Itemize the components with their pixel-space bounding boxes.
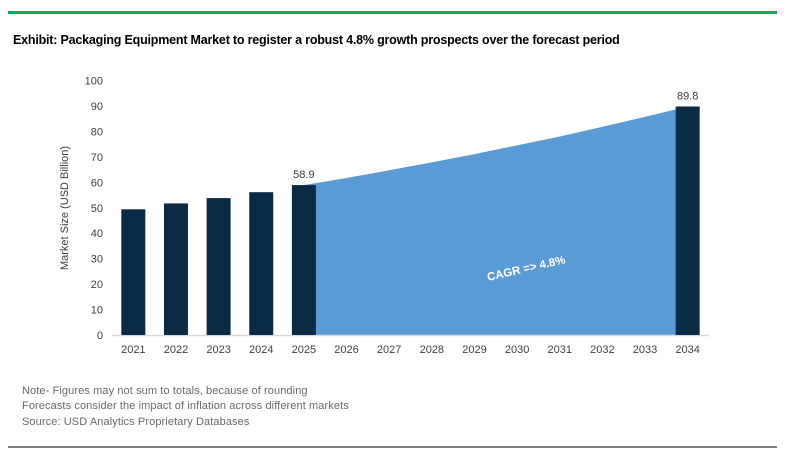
- y-tick-label-40: 40: [91, 228, 103, 240]
- figure-title: Exhibit: Packaging Equipment Market to r…: [13, 33, 620, 47]
- y-tick-label-90: 90: [91, 101, 103, 113]
- x-tick-label-2028: 2028: [420, 344, 444, 356]
- footnote-inflation: Forecasts consider the impact of inflati…: [22, 400, 349, 413]
- footnotes: Note- Figures may not sum to totals, bec…: [22, 384, 349, 430]
- bar-2023: [206, 198, 231, 335]
- bar-2034: [675, 106, 700, 335]
- bar-2024: [249, 192, 274, 335]
- bar-2022: [163, 203, 188, 335]
- y-tick-label-80: 80: [91, 126, 103, 138]
- x-tick-label-2026: 2026: [334, 344, 358, 356]
- x-tick-label-2034: 2034: [675, 344, 699, 356]
- bottom-rule: [8, 446, 777, 448]
- data-label-2034: 89.8: [677, 90, 698, 102]
- x-tick-label-2025: 2025: [292, 344, 316, 356]
- forecast-area: [303, 106, 688, 335]
- y-tick-label-20: 20: [91, 279, 103, 291]
- y-tick-label-70: 70: [91, 152, 103, 164]
- x-tick-label-2027: 2027: [377, 344, 401, 356]
- bar-2025: [291, 185, 316, 335]
- footnote-rounding: Note- Figures may not sum to totals, bec…: [22, 385, 308, 397]
- x-tick-label-2033: 2033: [633, 344, 657, 356]
- x-tick-label-2022: 2022: [164, 344, 188, 356]
- x-tick-label-2032: 2032: [590, 344, 614, 356]
- y-tick-label-50: 50: [91, 203, 103, 215]
- data-label-2025: 58.9: [293, 169, 314, 181]
- x-tick-label-2031: 2031: [548, 344, 572, 356]
- y-tick-label-10: 10: [91, 305, 103, 317]
- y-tick-label-100: 100: [85, 76, 103, 88]
- top-accent-rule: [8, 11, 777, 14]
- y-axis-title: Market Size (USD Billion): [59, 146, 71, 270]
- bar-2021: [121, 209, 146, 335]
- x-tick-label-2021: 2021: [121, 344, 145, 356]
- y-tick-label-60: 60: [91, 177, 103, 189]
- x-tick-label-2030: 2030: [505, 344, 529, 356]
- x-tick-label-2029: 2029: [462, 344, 486, 356]
- y-tick-label-0: 0: [97, 330, 103, 342]
- footnote-source: Source: USD Analytics Proprietary Databa…: [22, 415, 250, 428]
- x-tick-label-2024: 2024: [249, 344, 273, 356]
- x-tick-label-2023: 2023: [206, 344, 230, 356]
- y-tick-label-30: 30: [91, 254, 103, 266]
